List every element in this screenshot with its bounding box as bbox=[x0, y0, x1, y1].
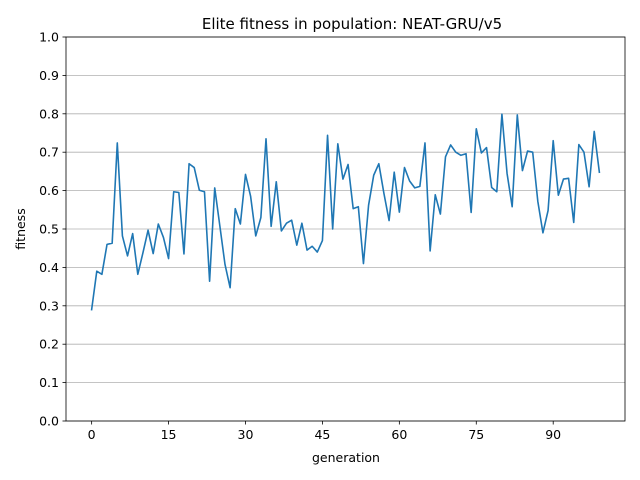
x-tick-label: 30 bbox=[238, 427, 254, 442]
y-tick-label: 0.0 bbox=[39, 414, 59, 429]
series-line bbox=[90, 113, 601, 311]
x-tick-label: 15 bbox=[161, 427, 177, 442]
y-tick-label: 0.2 bbox=[39, 337, 59, 352]
y-tick-label: 1.0 bbox=[39, 30, 59, 45]
y-tick-label: 0.5 bbox=[39, 222, 59, 237]
y-tick-label: 0.4 bbox=[39, 260, 59, 275]
x-tick-label: 0 bbox=[88, 427, 96, 442]
x-tick-label: 60 bbox=[391, 427, 407, 442]
y-tick-label: 0.3 bbox=[39, 298, 59, 313]
y-tick-label: 0.6 bbox=[39, 183, 59, 198]
y-tick-label: 0.1 bbox=[39, 375, 59, 390]
y-tick-label: 0.8 bbox=[39, 106, 59, 121]
chart-title: Elite fitness in population: NEAT-GRU/v5 bbox=[202, 15, 502, 33]
x-axis-label: generation bbox=[312, 450, 380, 465]
y-tick-label: 0.7 bbox=[39, 145, 59, 160]
x-tick-label: 75 bbox=[468, 427, 484, 442]
y-axis-label: fitness bbox=[13, 208, 28, 249]
x-tick-label: 90 bbox=[545, 427, 561, 442]
x-axis-ticks: 0 15 30 45 60 75 90 bbox=[88, 421, 561, 442]
x-tick-label: 45 bbox=[314, 427, 330, 442]
y-tick-label: 0.9 bbox=[39, 68, 59, 83]
y-axis-ticks: 0.0 0.1 0.2 0.3 0.4 0.5 0.6 0.7 0.8 0.9 1.0 bbox=[39, 30, 66, 429]
series-layer bbox=[90, 113, 601, 311]
